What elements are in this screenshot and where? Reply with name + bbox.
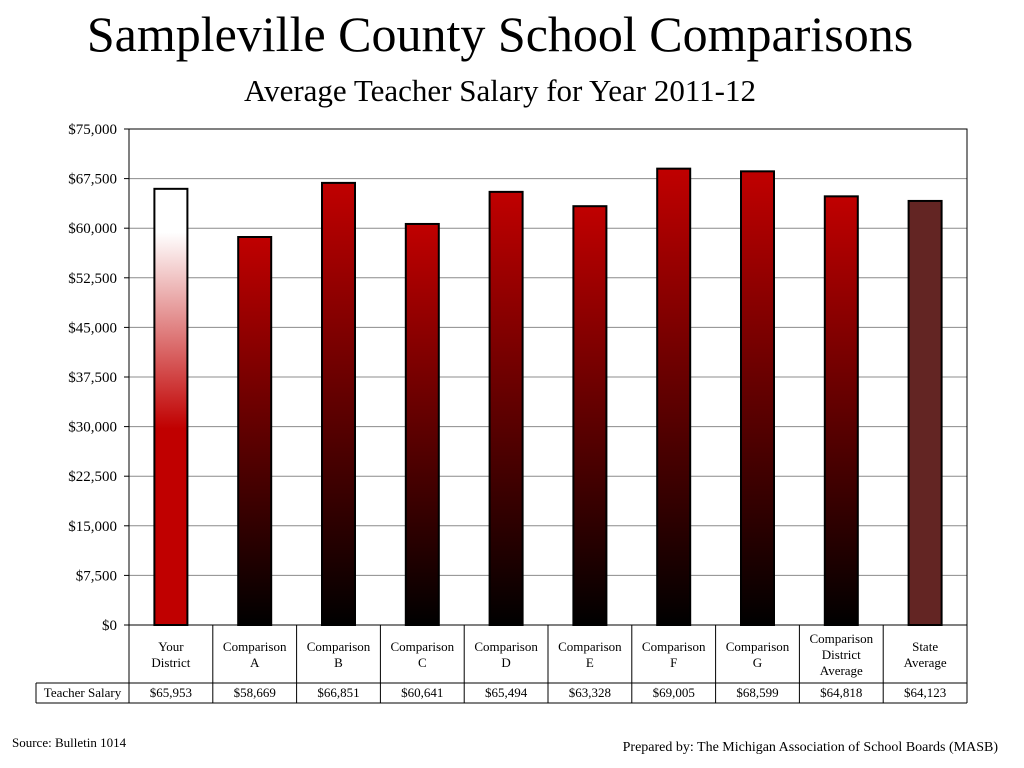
bar-comparison-f xyxy=(656,167,692,626)
data-value-label: $63,328 xyxy=(569,685,611,700)
x-category-label: State Average xyxy=(904,639,947,670)
x-category-label: Comparison A xyxy=(223,639,287,670)
data-value-label: $60,641 xyxy=(401,685,443,700)
bar-comparison-c xyxy=(404,222,440,626)
data-value-label: $65,494 xyxy=(485,685,528,700)
y-tick-label: $22,500 xyxy=(68,469,117,485)
y-tick-label: $45,000 xyxy=(68,320,117,336)
y-tick-label: $15,000 xyxy=(68,519,117,535)
bar-comparison-a xyxy=(237,236,273,626)
x-category-label: Comparison G xyxy=(726,639,790,670)
prepared-by-note: Prepared by: The Michigan Association of… xyxy=(622,740,998,755)
data-value-label: $69,005 xyxy=(653,685,695,700)
y-tick-label: $30,000 xyxy=(68,420,117,436)
x-category-label: Comparison District Average xyxy=(810,631,874,678)
x-category-label: Comparison D xyxy=(474,639,538,670)
y-tick-label: $60,000 xyxy=(68,221,117,237)
x-category-label: Comparison E xyxy=(558,639,622,670)
y-tick-label: $67,500 xyxy=(68,172,117,188)
data-value-label: $68,599 xyxy=(736,685,778,700)
bar-state-average xyxy=(907,199,943,626)
page-title: Sampleville County School Comparisons xyxy=(86,6,914,62)
bar-your-district xyxy=(153,187,189,626)
y-tick-label: $7,500 xyxy=(76,568,117,584)
data-value-label: $64,123 xyxy=(904,685,946,700)
bar-comparison-district-average xyxy=(823,195,859,626)
x-category-label: Comparison C xyxy=(391,639,455,670)
y-tick-label: $52,500 xyxy=(68,271,117,287)
data-value-label: $58,669 xyxy=(234,685,276,700)
data-value-label: $64,818 xyxy=(820,685,862,700)
legend-series-label: Teacher Salary xyxy=(44,685,122,700)
x-category-label: Comparison F xyxy=(642,639,706,670)
data-value-label: $65,953 xyxy=(150,685,192,700)
bar-comparison-g xyxy=(740,170,775,626)
page-subtitle: Average Teacher Salary for Year 2011-12 xyxy=(244,73,756,108)
bar-comparison-b xyxy=(321,181,356,626)
x-category-label: Comparison B xyxy=(307,639,371,670)
y-tick-label: $75,000 xyxy=(68,122,117,138)
bar-comparison-d xyxy=(488,190,524,627)
y-tick-label: $37,500 xyxy=(68,370,117,386)
plot-area-border xyxy=(128,128,968,626)
y-tick-label: $0 xyxy=(102,618,117,634)
source-note: Source: Bulletin 1014 xyxy=(12,735,127,750)
bar-comparison-e xyxy=(572,205,608,626)
x-category-label: Your District xyxy=(151,639,190,670)
data-value-label: $66,851 xyxy=(317,685,359,700)
